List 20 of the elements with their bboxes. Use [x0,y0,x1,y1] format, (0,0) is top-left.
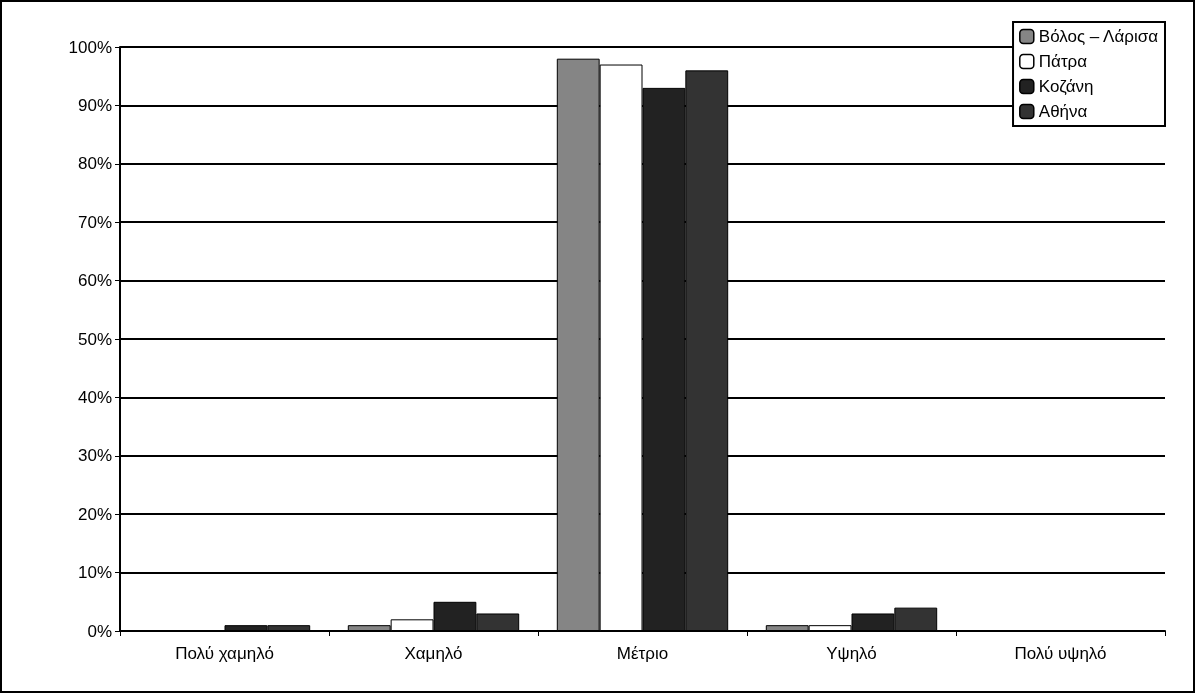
legend-label: Κοζάνη [1038,77,1094,96]
y-tick-label: 0% [87,621,112,641]
legend-label: Πάτρα [1038,52,1088,71]
y-tick-label: 10% [77,563,112,583]
y-tick-label: 100% [68,37,112,57]
x-tick-label: Μέτριο [616,644,669,663]
y-tick-label: 40% [77,387,112,407]
y-tick-label: 30% [77,446,112,466]
y-tick-label: 70% [77,212,112,232]
legend-label: Βόλος – Λάρισα [1038,27,1159,46]
x-tick-label: Χαμηλό [404,644,463,663]
y-tick-label: 50% [77,329,112,349]
x-tick-label: Πολύ υψηλό [1014,644,1107,663]
y-tick-label: 60% [77,271,112,291]
y-tick-label: 90% [77,95,112,115]
x-tick-label: Υψηλό [826,644,877,663]
y-tick-label: 80% [77,154,112,174]
x-tick-label: Πολύ χαμηλό [175,644,274,663]
legend-label: Αθήνα [1038,102,1088,121]
y-tick-label: 20% [77,504,112,524]
